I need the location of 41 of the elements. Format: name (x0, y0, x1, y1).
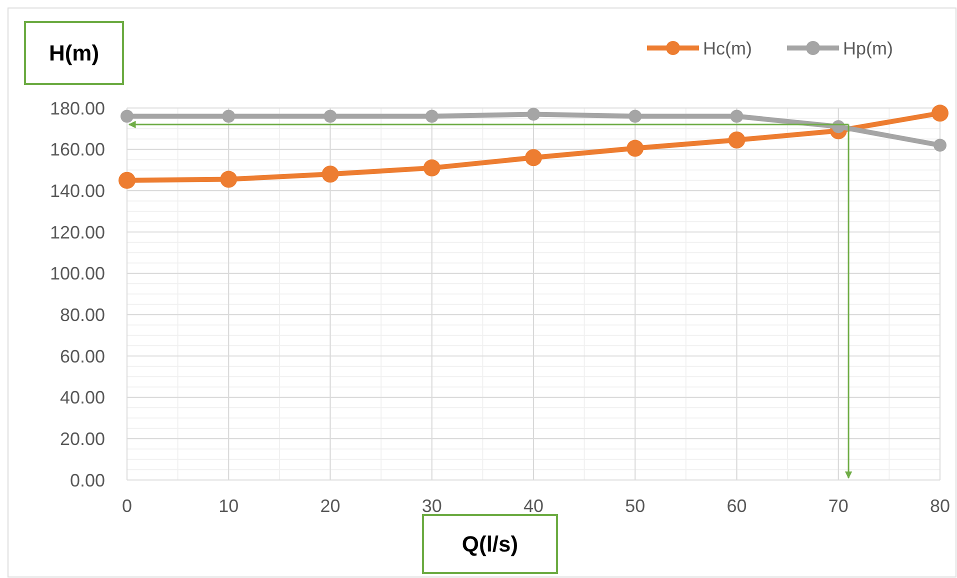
x-tick-label: 30 (422, 496, 442, 516)
y-tick-label: 120.00 (50, 222, 105, 242)
y-tick-label: 60.00 (60, 346, 105, 366)
label-frame: Q(l/s) (422, 514, 558, 574)
x-tick-label: 60 (726, 496, 747, 516)
x-tick-label: 80 (930, 496, 950, 516)
point (118, 172, 136, 189)
legend-label: Hp(m) (843, 38, 893, 58)
y-tick-label: 20.00 (60, 428, 105, 449)
x-tick-label: 20 (320, 496, 340, 516)
point (626, 140, 644, 157)
x-axis-title: Q(l/s) (462, 532, 518, 557)
point (628, 110, 642, 123)
y-tick-label: 140.00 (50, 180, 105, 201)
y-tick-label: 80.00 (60, 304, 105, 325)
y-tick-label: 0.00 (70, 470, 105, 490)
x-tick-label: 40 (523, 496, 544, 516)
y-tick-label: 100.00 (50, 264, 105, 284)
x-tick-label: 50 (625, 496, 646, 516)
x-tick-label: 70 (828, 496, 848, 516)
point (934, 138, 946, 152)
label-frame: H(m) (24, 21, 124, 85)
point (220, 170, 238, 188)
point (120, 110, 134, 123)
point (324, 110, 337, 123)
y-tick-label: 160.00 (50, 140, 105, 160)
y-tick-label: 180.00 (50, 98, 105, 118)
x-tick-label: 0 (122, 496, 132, 516)
point (527, 108, 540, 121)
point (222, 110, 236, 123)
point (730, 110, 744, 123)
point (525, 149, 542, 166)
y-tick-label: 40.00 (60, 388, 105, 408)
legend-label: Hc(m) (703, 38, 752, 58)
x-tick-label: 10 (218, 496, 239, 516)
point (425, 110, 438, 123)
y-axis-title: H(m) (48, 40, 100, 66)
point (322, 166, 339, 183)
point (423, 159, 440, 176)
point (728, 132, 746, 149)
point (932, 104, 948, 122)
